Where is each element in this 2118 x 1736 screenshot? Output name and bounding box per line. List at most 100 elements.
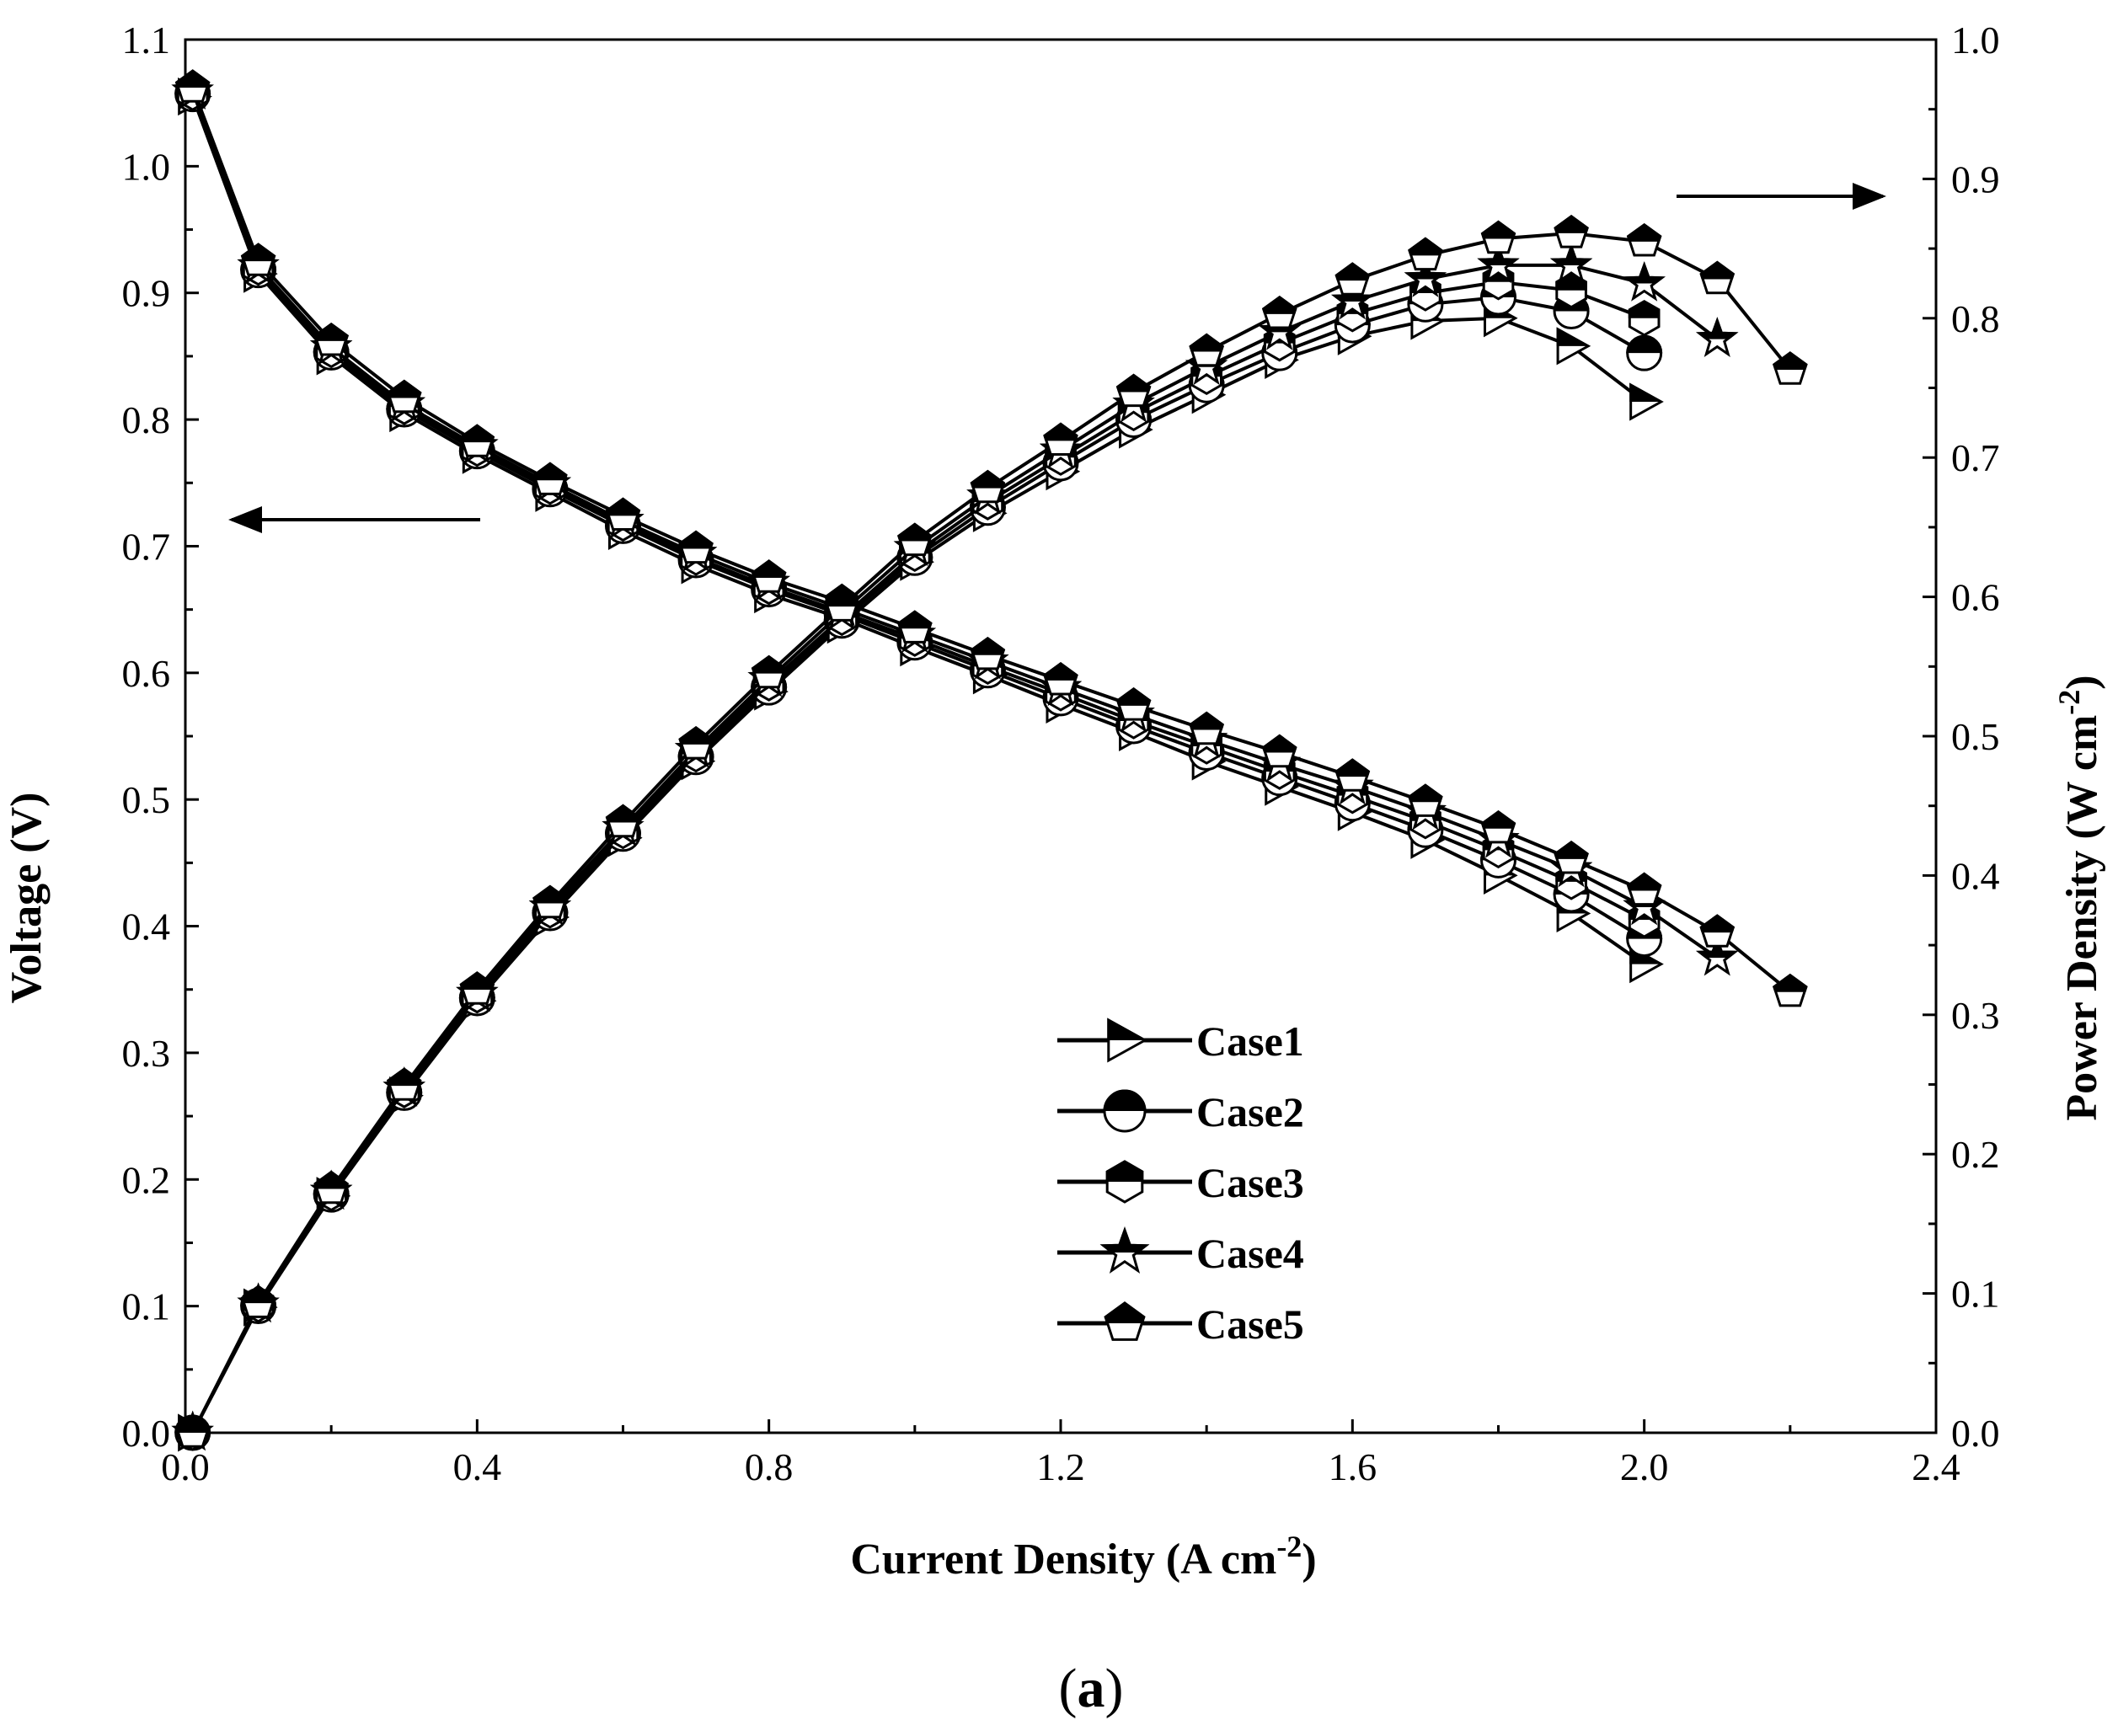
case4-voltage-point-21 [1696,935,1739,976]
case5-voltage-point-12-fill [1043,661,1078,681]
legend-case5-label: Case5 [1196,1301,1304,1348]
case4-voltage-point-21-fill [1696,936,1739,959]
legend-case1-marker-fill [1107,1018,1148,1041]
case5-power-point-0 [174,1414,211,1448]
case5-voltage-point-20-fill [1626,872,1662,891]
case5-power-point-1 [240,1285,276,1318]
y-right-tick-label: 0.3 [1951,994,2000,1037]
case5-power-point-13 [1115,373,1152,408]
case5-power-point-16-fill [1334,262,1371,281]
case5-power-point-17 [1408,237,1443,271]
case5-voltage-point-12 [1043,661,1078,696]
case5-power-point-20 [1626,222,1662,257]
legend-case5-marker [1104,1301,1146,1341]
case5-power-point-10 [897,522,933,557]
case5-voltage-point-21-fill [1699,914,1736,933]
case5-voltage-point-11-fill [970,636,1006,655]
case3-power-point-20-fill [1628,300,1661,318]
case4-power-point-18 [1477,243,1520,284]
case5-power-point-5-fill [532,884,568,904]
case2-power-line [190,295,1645,1434]
case5-power-point-18 [1480,220,1516,254]
y-left-tick-label: 0.3 [122,1032,171,1075]
legend-case3-label: Case3 [1196,1159,1304,1206]
legend-case2-label: Case2 [1196,1088,1304,1135]
case5-power-point-19-fill [1554,215,1589,233]
y-axis-right-title: Power Density (W cm-2) [2052,675,2106,1120]
caption-letter: a [1078,1658,1105,1719]
x-axis-title-close: ) [1302,1536,1316,1584]
x-axis-title-text: Current Density (A cm [850,1536,1276,1584]
case5-power-point-9 [824,588,860,622]
case5-voltage-point-18-fill [1480,809,1516,829]
y-right-tick-label: 0.6 [1951,576,2000,619]
case5-power-point-15-fill [1261,295,1297,314]
y-right-tick-label: 0.2 [1951,1133,2000,1176]
case5-power-point-12-fill [1043,422,1078,441]
legend-case1-marker [1107,1018,1148,1063]
axes-layer: 0.0 0.4 0.8 1.2 1.6 2.0 2.40.00.10.20.30.40.50… [122,19,2000,1488]
case5-power-point-5 [532,884,568,919]
case5-voltage-point-17 [1408,783,1443,817]
case5-voltage-point-21 [1699,914,1736,948]
case5-power-point-14 [1189,333,1224,367]
y-left-tick-label: 0.9 [122,272,171,315]
case5-power-point-4-fill [459,971,495,991]
case5-voltage-point-14 [1189,711,1224,745]
case4-power-point-18-fill [1477,243,1520,265]
legend-case4-marker [1099,1226,1150,1274]
case5-voltage-point-1 [240,243,276,276]
y-axis-right-title-text: Power Density (W cm [2058,715,2106,1121]
case3-power-line [190,280,1645,1434]
case5-voltage-point-3 [386,379,422,414]
case5-power-point-7 [678,726,714,760]
y-axis-left-title: Voltage (V) [3,793,51,1004]
caption-close: ) [1105,1658,1124,1719]
case5-voltage-point-4-fill [459,424,495,443]
y-left-tick-label: 0.4 [122,905,171,948]
x-tick-label: 0.0 [161,1445,210,1488]
case5-power-point-12 [1043,422,1078,456]
case4-power-point-19 [1549,243,1593,284]
case5-power-point-2-fill [313,1170,349,1189]
x-tick-label: 0.4 [453,1445,502,1488]
case5-power-point-20-fill [1626,222,1662,242]
case5-voltage-point-4 [459,424,495,457]
case5-voltage-point-15 [1261,734,1297,768]
case5-power-point-6 [605,804,641,838]
x-tick-label: 2.0 [1620,1445,1669,1488]
case5-power-point-11 [970,469,1006,504]
plot-frame [184,38,1938,1434]
case5-voltage-point-14-fill [1189,711,1224,730]
case5-voltage-point-7 [678,530,714,564]
case4-voltage-line [190,90,1719,959]
case5-voltage-point-18 [1480,809,1516,844]
case5-voltage-point-19 [1554,841,1589,874]
case5-voltage-point-7-fill [678,530,714,549]
case4-power-point-20 [1623,261,1666,302]
case4-power-line [190,263,1719,1434]
case5-power-point-6-fill [605,804,641,823]
case5-power-point-11-fill [970,469,1006,489]
y-right-tick-label: 1.0 [1951,19,2000,61]
x-tick-label: 0.8 [745,1445,794,1488]
case5-power-point-2 [313,1170,349,1205]
case5-power-point-3-fill [386,1067,422,1087]
case5-voltage-point-20 [1626,872,1662,906]
case5-voltage-point-10-fill [897,610,933,629]
case3-power-point-20 [1628,300,1661,337]
case1-power-point-20 [1629,382,1664,421]
case5-power-point-15 [1261,295,1297,329]
case5-voltage-point-13 [1115,687,1152,721]
legend: Case1 Case2 Case3 Case4 Case5 [1057,1018,1304,1348]
case5-power-point-22 [1773,351,1808,385]
case5-voltage-point-6 [605,497,641,531]
case5-voltage-point-5-fill [532,462,568,481]
case4-power-point-21 [1696,317,1739,358]
legend-case4-marker-fill [1099,1226,1150,1253]
x-tick-label: 1.6 [1329,1445,1377,1488]
case5-voltage-point-1-fill [240,243,276,262]
case5-voltage-point-13-fill [1115,687,1152,706]
case1-power-point-20-fill [1629,382,1664,403]
legend-case5-marker-fill [1104,1301,1146,1324]
